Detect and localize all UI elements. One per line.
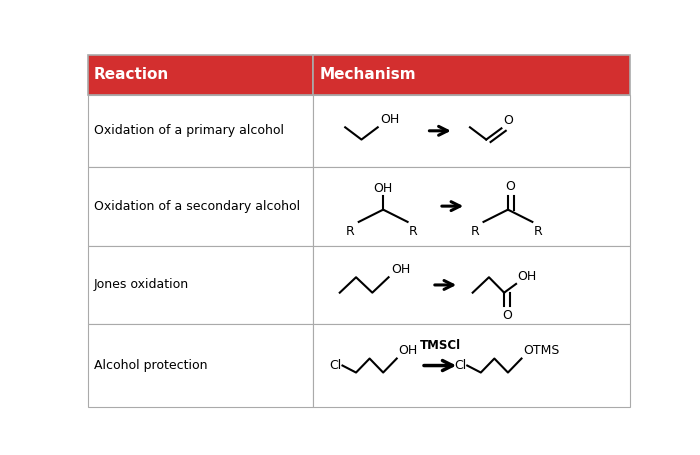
Text: Oxidation of a primary alcohol: Oxidation of a primary alcohol [94, 124, 284, 137]
Text: Cl: Cl [454, 359, 466, 372]
Text: OH: OH [518, 270, 537, 283]
FancyBboxPatch shape [313, 324, 630, 407]
Text: O: O [505, 180, 516, 193]
Text: OTMS: OTMS [523, 344, 559, 358]
FancyBboxPatch shape [88, 95, 313, 167]
Text: O: O [502, 309, 512, 323]
Text: R: R [410, 225, 418, 238]
Text: OH: OH [398, 344, 418, 358]
FancyBboxPatch shape [313, 167, 630, 246]
Text: O: O [503, 114, 513, 126]
Text: OH: OH [391, 263, 410, 276]
Text: OH: OH [381, 112, 400, 126]
FancyBboxPatch shape [88, 167, 313, 246]
FancyBboxPatch shape [313, 55, 630, 95]
FancyBboxPatch shape [88, 324, 313, 407]
Text: Alcohol protection: Alcohol protection [94, 359, 207, 372]
FancyBboxPatch shape [313, 95, 630, 167]
Text: Jones oxidation: Jones oxidation [94, 278, 189, 292]
Text: R: R [534, 225, 542, 238]
Text: Oxidation of a secondary alcohol: Oxidation of a secondary alcohol [94, 200, 300, 212]
Text: Mechanism: Mechanism [319, 67, 416, 82]
Text: OH: OH [374, 182, 393, 195]
FancyBboxPatch shape [88, 55, 313, 95]
Text: R: R [470, 225, 480, 238]
Text: TMSCl: TMSCl [419, 339, 461, 352]
FancyBboxPatch shape [88, 246, 313, 324]
Text: Reaction: Reaction [94, 67, 169, 82]
Text: Cl: Cl [329, 359, 342, 372]
Text: R: R [346, 225, 354, 238]
FancyBboxPatch shape [313, 246, 630, 324]
